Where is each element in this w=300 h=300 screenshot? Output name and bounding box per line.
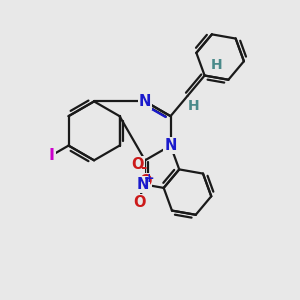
Text: H: H bbox=[210, 58, 222, 73]
Text: +: + bbox=[143, 172, 154, 185]
Text: -: - bbox=[141, 160, 147, 175]
Text: O: O bbox=[134, 195, 146, 210]
Text: N: N bbox=[136, 177, 149, 192]
Text: O: O bbox=[131, 157, 143, 172]
Text: I: I bbox=[49, 148, 55, 163]
Text: H: H bbox=[188, 99, 200, 113]
Text: N: N bbox=[139, 94, 151, 109]
Text: N: N bbox=[164, 138, 177, 153]
Text: O: O bbox=[139, 174, 151, 189]
